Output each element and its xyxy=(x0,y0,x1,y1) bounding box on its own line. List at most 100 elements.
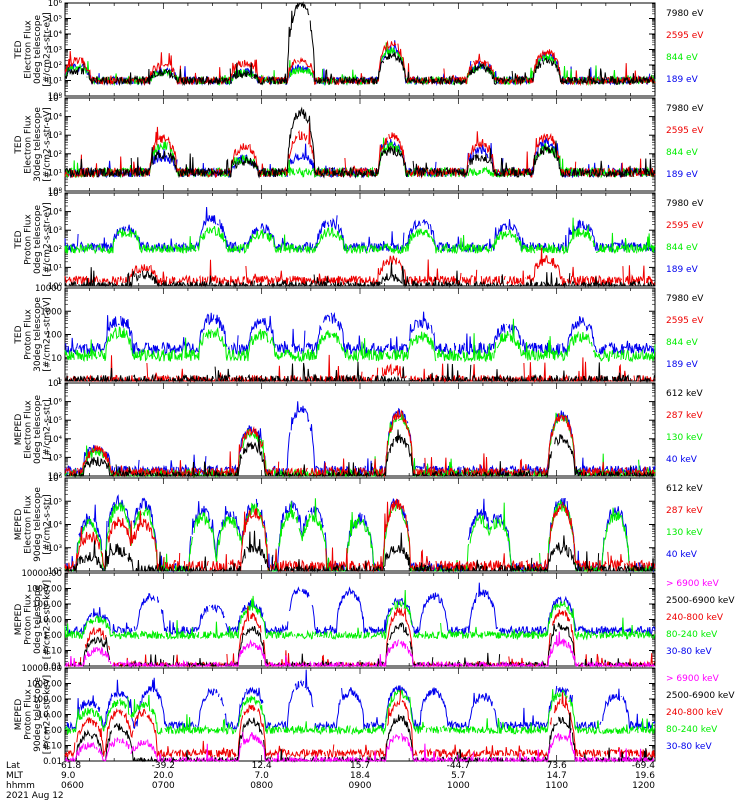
y-tick-label: 10² xyxy=(48,61,62,71)
footer-hhmm-value: 1100 xyxy=(545,781,568,791)
y-axis-label-line: MEPED xyxy=(14,699,24,731)
y-tick-label: 10⁴ xyxy=(48,435,63,445)
series-line xyxy=(64,401,656,477)
panel-4: 1 10 100 1000 10000 TEDProton Flux30deg teles… xyxy=(14,284,705,387)
legend-entry: 80-240 keV xyxy=(666,725,718,735)
series-line xyxy=(64,689,656,736)
series-4 xyxy=(64,106,656,179)
series-line xyxy=(64,106,656,179)
y-axis-label: MEPEDProton Flux90deg telescope[#/cm2-s-… xyxy=(14,675,53,754)
y-tick-label: 10¹ xyxy=(48,168,62,178)
y-tick-label: 1.00 xyxy=(43,726,62,736)
footer-mlt-value: 9.0 xyxy=(61,771,76,781)
series-1 xyxy=(64,311,656,356)
panel-6: 10² 10³ 10⁴ 10⁵ 10⁶ MEPEDElectron Flux90deg t… xyxy=(14,474,704,577)
y-tick-label: 10⁶ xyxy=(48,0,63,9)
footer-lat-value: 73.6 xyxy=(547,761,567,771)
y-tick-label: 10³ xyxy=(48,453,62,463)
legend-entry: 7980 eV xyxy=(666,104,704,114)
y-axis-label-line: Proton Flux xyxy=(23,309,33,360)
y-axis-label: MEPEDElectron Flux90deg telescope[#/cm2-… xyxy=(14,487,53,562)
y-tick-label: 10³ xyxy=(48,46,62,56)
legend-entry: 287 keV xyxy=(666,506,703,516)
y-axis-label-line: [#/cm2-s-str-eV] xyxy=(42,12,52,87)
y-axis-label-line: [#/cm2-s-str-eV] xyxy=(42,202,52,277)
y-axis-label-line: [#/cm2-s-str-eV] xyxy=(42,107,52,182)
y-tick-label: 0.10 xyxy=(43,742,62,752)
y-tick-label: 1.00 xyxy=(43,631,62,641)
y-axis-label-line: MEPED xyxy=(14,414,24,446)
y-tick-label: 1 xyxy=(57,377,62,387)
series-3 xyxy=(64,690,656,759)
footer-lat-value: 15.7 xyxy=(350,761,370,771)
series-line xyxy=(64,498,656,573)
legend-entry: 2595 eV xyxy=(666,31,704,41)
legend-entry: 240-800 keV xyxy=(666,613,724,623)
footer-row-mlt: MLT xyxy=(6,771,24,781)
series-1 xyxy=(64,206,656,254)
y-axis-label-line: Electron Flux xyxy=(23,115,33,174)
y-axis-label-line: 0deg telescope xyxy=(33,585,43,655)
footer-lat-value: -39.2 xyxy=(152,761,175,771)
y-axis-label-line: 0deg telescope xyxy=(33,15,43,85)
y-axis-label: TEDProton Flux0deg telescope[#/cm2-s-str… xyxy=(14,202,53,277)
y-tick-label: 10³ xyxy=(48,226,62,236)
footer-mlt-value: 5.7 xyxy=(451,771,465,781)
y-axis-label-line: MEPED xyxy=(14,509,24,541)
legend-entry: 189 eV xyxy=(666,170,699,180)
footer-lat-value: 61.8 xyxy=(61,761,81,771)
legend-entry: 2595 eV xyxy=(666,126,704,136)
legend-entry: 7980 eV xyxy=(666,294,704,304)
series-line xyxy=(65,1,656,87)
y-axis-label-line: [#/cm2-s-str] xyxy=(42,399,52,459)
legend-entry: 189 eV xyxy=(666,360,699,370)
legend-entry: 30-80 keV xyxy=(666,742,712,752)
y-tick-label: 1000.00 xyxy=(27,680,62,690)
legend-entry: 80-240 keV xyxy=(666,630,718,640)
legend-entry: 40 keV xyxy=(666,550,698,560)
legend-entry: 844 eV xyxy=(666,243,699,253)
y-tick-label: 10¹ xyxy=(48,263,62,273)
y-axis-label: TEDElectron Flux30deg telescope[#/cm2-s-… xyxy=(14,107,53,182)
y-tick-label: 10⁵ xyxy=(48,94,62,104)
y-axis-label: TEDProton Flux30deg telescope[#/cm2-s-st… xyxy=(14,297,53,372)
series-line xyxy=(64,409,656,478)
y-tick-label: 100 xyxy=(46,331,62,341)
footer-lat-value: 12.4 xyxy=(252,761,272,771)
series-line xyxy=(64,412,656,478)
legend-entry: 2595 eV xyxy=(666,316,704,326)
legend-entry: 7980 eV xyxy=(666,9,704,19)
legend-entry: 612 keV xyxy=(666,389,703,399)
panel-5: 10² 10³ 10⁴ 10⁵ 10⁶ 10⁷ MEPEDElectron Flux0deg… xyxy=(14,379,704,482)
y-tick-label: 10¹ xyxy=(48,77,62,87)
y-axis-label-line: 90deg telescope xyxy=(33,677,43,752)
y-tick-label: 10.00 xyxy=(38,711,62,721)
y-tick-label: 10³ xyxy=(48,544,62,554)
y-tick-label: 100.00 xyxy=(32,695,62,705)
footer-hhmm-value: 0600 xyxy=(61,781,84,791)
series-2 xyxy=(64,689,656,736)
panel-frame xyxy=(64,382,656,477)
y-tick-label: 10² xyxy=(48,245,62,255)
y-tick-label: 10⁴ xyxy=(48,208,63,218)
y-tick-label: 10² xyxy=(48,150,62,160)
legend-entry: 30-80 keV xyxy=(666,647,712,657)
y-tick-label: 10000.00 xyxy=(21,569,62,579)
y-tick-label: 0.01 xyxy=(43,662,62,672)
series-3 xyxy=(64,409,656,478)
y-tick-label: 1000.00 xyxy=(27,585,62,595)
series-line xyxy=(65,631,655,668)
y-axis-label-line: [#/cm2-s-str-keV] xyxy=(42,580,52,659)
y-axis-label-line: [#/cm2-s-str] xyxy=(42,494,52,554)
y-tick-label: 10⁴ xyxy=(48,521,63,531)
series-4 xyxy=(64,530,655,573)
y-axis-label: MEPEDElectron Flux0deg telescope[#/cm2-s… xyxy=(14,395,53,465)
y-axis-label-line: TED xyxy=(14,40,24,59)
series-line xyxy=(64,318,656,363)
footer-row-hhmm: hhmm xyxy=(6,781,35,791)
panel-8: 0.010.101.0010.00100.001000.0010000.00ME… xyxy=(14,664,736,767)
legend-entry: 40 keV xyxy=(666,455,698,465)
panel-7: 0.010.101.0010.00100.001000.0010000.00ME… xyxy=(14,569,736,672)
